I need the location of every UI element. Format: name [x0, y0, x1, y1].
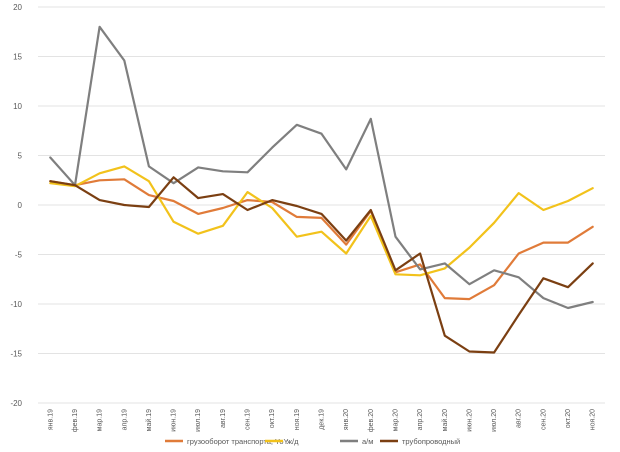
x-tick-label: ноя.19	[294, 409, 301, 430]
x-tick-label: янв.19	[47, 409, 54, 430]
legend-label: трубопроводный	[402, 437, 460, 446]
legend-label: ж/д	[287, 437, 299, 446]
y-tick-label: 5	[18, 152, 23, 161]
series-lines	[49, 25, 594, 354]
x-tick-label: июн.20	[466, 409, 473, 432]
y-tick-label: -10	[10, 300, 22, 309]
x-tick-label: июл.19	[195, 409, 202, 432]
x-tick-label: май.19	[145, 409, 153, 431]
x-tick-label: фев.20	[368, 409, 375, 432]
x-tick-label: июл.20	[491, 409, 498, 432]
series-line-1	[49, 165, 594, 277]
x-tick-label: сен.19	[245, 409, 252, 430]
y-tick-label: 15	[13, 53, 22, 62]
legend-label: грузооборот транспорта, YoY	[187, 437, 289, 446]
x-tick-label: фев.19	[72, 409, 79, 432]
x-tick-label: май.20	[441, 409, 449, 431]
x-tick-label: авг.19	[220, 409, 227, 428]
x-tick-label: апр.19	[121, 409, 128, 430]
x-tick-label: янв.20	[343, 409, 350, 430]
series-line-0	[49, 178, 594, 301]
y-tick-label: 10	[13, 102, 22, 111]
legend-label: а/м	[362, 437, 373, 446]
series-line-3	[49, 176, 594, 354]
x-tick-label: мар.19	[97, 409, 104, 431]
series-line-2	[49, 25, 594, 310]
y-tick-label: 0	[18, 201, 23, 210]
x-axis-ticks: янв.19 фев.19 мар.19 апр.19 май.19 июн.19 июл.…	[47, 409, 596, 432]
y-tick-label: 20	[13, 3, 22, 12]
x-tick-label: сен.20	[540, 409, 547, 430]
x-tick-label: мар.20	[392, 409, 399, 431]
y-axis-ticks: -20 -15 -10 -5 0 5 10 15 20	[10, 3, 22, 408]
x-tick-label: авг.20	[516, 409, 523, 428]
x-tick-label: апр.20	[417, 409, 424, 430]
x-tick-label: окт.19	[269, 409, 276, 428]
x-tick-label: июн.19	[171, 409, 178, 432]
y-tick-label: -5	[15, 251, 23, 260]
x-tick-label: ноя.20	[590, 409, 597, 430]
x-tick-label: дек.19	[319, 409, 326, 430]
y-tick-label: -20	[10, 399, 22, 408]
x-tick-label: окт.20	[565, 409, 572, 428]
y-tick-label: -15	[10, 350, 22, 359]
